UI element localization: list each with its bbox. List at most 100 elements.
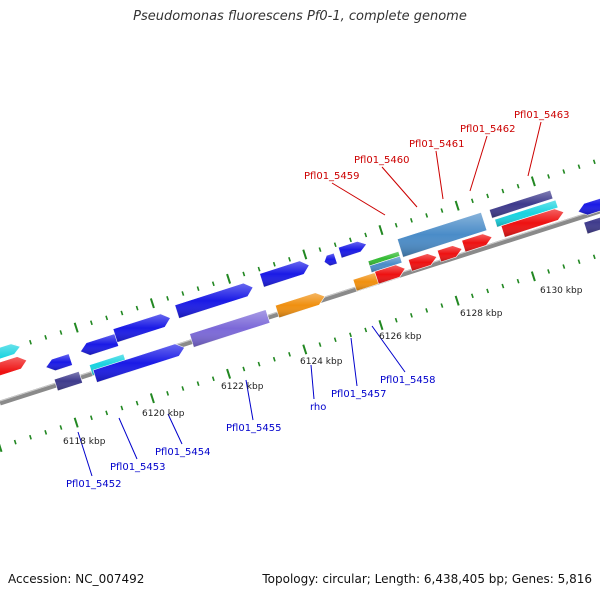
top-leader-line bbox=[331, 182, 386, 216]
gene-rho-b[interactable] bbox=[274, 292, 326, 319]
upper-minor-tick bbox=[470, 198, 474, 204]
lower-minor-tick bbox=[166, 391, 170, 396]
upper-major-tick bbox=[73, 322, 79, 333]
upper-minor-tick bbox=[44, 335, 48, 340]
lower-minor-tick bbox=[288, 352, 291, 357]
upper-major-tick bbox=[530, 176, 536, 187]
bottom-leader-line bbox=[310, 364, 315, 400]
upper-minor-tick bbox=[242, 271, 246, 277]
gene-pfl01-5459-c[interactable] bbox=[374, 264, 406, 285]
gene-pfl01-5453-a[interactable] bbox=[80, 333, 120, 356]
gene-pfl01-5452-a[interactable] bbox=[45, 353, 73, 371]
gene-features[interactable] bbox=[0, 189, 600, 392]
bottom-leader-line bbox=[77, 431, 93, 477]
scale-labels: 6118 kbp 6120 kbp 6122 kbp 6124 kbp 6126 kbp… bbox=[63, 286, 583, 447]
gene-pfl01-5461[interactable] bbox=[407, 253, 438, 272]
upper-minor-tick bbox=[90, 320, 93, 326]
lower-minor-tick bbox=[242, 366, 246, 372]
lower-major-tick bbox=[378, 320, 384, 331]
upper-minor-tick bbox=[425, 213, 429, 218]
bottom-leader-line bbox=[245, 379, 254, 421]
upper-minor-tick bbox=[592, 159, 596, 165]
lower-major-tick bbox=[73, 417, 79, 428]
lower-minor-tick bbox=[211, 376, 215, 382]
bottom-gene-label[interactable]: Pfl01_5458 bbox=[380, 375, 436, 386]
upper-minor-tick bbox=[486, 193, 490, 199]
lower-minor-tick bbox=[105, 410, 109, 416]
bottom-gene-label[interactable]: Pfl01_5455 bbox=[226, 423, 282, 434]
lower-minor-tick bbox=[592, 254, 596, 260]
lower-minor-tick bbox=[425, 308, 429, 313]
gene-pfl01-5459-b[interactable] bbox=[369, 255, 403, 273]
scale-tick-label: 6128 kbp bbox=[460, 309, 503, 319]
upper-minor-tick bbox=[410, 217, 413, 223]
top-gene-label[interactable]: Pfl01_5463 bbox=[514, 110, 570, 121]
upper-minor-tick bbox=[135, 305, 139, 311]
top-gene-label[interactable]: Pfl01_5459 bbox=[304, 171, 360, 182]
lower-major-tick bbox=[302, 344, 308, 355]
gene-red-left[interactable] bbox=[0, 356, 28, 388]
gene-pfl01-5458-b[interactable] bbox=[352, 272, 384, 292]
lower-minor-tick bbox=[90, 415, 93, 421]
gene-pfl01-5462-b[interactable] bbox=[461, 233, 493, 253]
top-leader-line bbox=[435, 150, 444, 200]
gene-pfl01-5454-b[interactable] bbox=[92, 343, 186, 383]
lower-minor-tick bbox=[516, 278, 520, 284]
gene-rho-a[interactable] bbox=[259, 260, 310, 288]
bottom-leader-line bbox=[350, 337, 358, 387]
gene-pfl01-5463-c[interactable] bbox=[500, 208, 565, 238]
bottom-gene-label[interactable]: Pfl01_5453 bbox=[110, 462, 166, 473]
gene-blue-right[interactable] bbox=[577, 194, 600, 216]
bottom-gene-label[interactable]: rho bbox=[310, 402, 326, 413]
upper-minor-tick bbox=[333, 242, 337, 248]
upper-major-tick bbox=[226, 273, 232, 284]
gene-pfl01-5452-b[interactable] bbox=[53, 371, 83, 392]
upper-minor-tick bbox=[547, 174, 551, 179]
top-leader-line bbox=[469, 135, 488, 192]
gene-pfl01-5457-a[interactable] bbox=[323, 252, 338, 267]
accession-text: Accession: NC_007492 bbox=[8, 572, 145, 586]
lower-minor-tick bbox=[410, 312, 413, 318]
upper-minor-tick bbox=[288, 257, 291, 262]
upper-major-tick bbox=[454, 200, 460, 211]
gene-pfl01-5463-a[interactable] bbox=[488, 189, 554, 219]
gene-pfl01-5455-b[interactable] bbox=[189, 309, 271, 348]
gene-pfl01-5458-a[interactable] bbox=[337, 241, 368, 259]
upper-minor-tick bbox=[394, 222, 398, 228]
gene-pfl01-5463-b[interactable] bbox=[494, 199, 559, 228]
gene-navy-right[interactable] bbox=[583, 210, 600, 235]
gene-pfl01-5454-a[interactable] bbox=[112, 313, 171, 343]
scale-tick-label: 6124 kbp bbox=[300, 357, 343, 367]
lower-minor-tick bbox=[501, 283, 505, 289]
bottom-leader-line bbox=[118, 417, 138, 460]
lower-minor-tick bbox=[486, 288, 490, 294]
bottom-gene-label[interactable]: Pfl01_5457 bbox=[331, 389, 387, 400]
upper-minor-tick bbox=[272, 261, 276, 267]
lower-minor-tick bbox=[394, 317, 398, 323]
lower-major-tick bbox=[530, 271, 536, 282]
gene-pfl01-5462-a[interactable] bbox=[436, 245, 463, 263]
lower-minor-tick bbox=[257, 361, 261, 367]
top-leader-line bbox=[381, 166, 418, 208]
lower-minor-tick bbox=[196, 381, 200, 386]
top-gene-label[interactable]: Pfl01_5460 bbox=[354, 155, 410, 166]
upper-minor-tick bbox=[166, 296, 170, 301]
lower-minor-tick bbox=[318, 342, 322, 347]
upper-major-tick bbox=[378, 225, 384, 236]
upper-minor-tick bbox=[105, 315, 109, 321]
lower-minor-tick bbox=[364, 327, 368, 333]
gene-pfl01-5455-a[interactable] bbox=[174, 282, 254, 319]
top-gene-label[interactable]: Pfl01_5462 bbox=[460, 124, 516, 135]
map-title: Pseudomonas fluorescens Pf0-1, complete … bbox=[133, 9, 467, 24]
upper-minor-tick bbox=[181, 291, 185, 296]
top-gene-label[interactable]: Pfl01_5461 bbox=[409, 139, 465, 150]
gene-pfl01-5460[interactable] bbox=[396, 211, 488, 258]
bottom-leader-line bbox=[371, 325, 406, 373]
bottom-gene-label[interactable]: Pfl01_5454 bbox=[155, 447, 211, 458]
upper-major-tick bbox=[149, 298, 155, 309]
lower-minor-tick bbox=[29, 434, 32, 440]
lower-minor-tick bbox=[181, 386, 185, 391]
bottom-gene-label[interactable]: Pfl01_5452 bbox=[66, 479, 122, 490]
gene-cyan-left[interactable] bbox=[0, 343, 21, 373]
